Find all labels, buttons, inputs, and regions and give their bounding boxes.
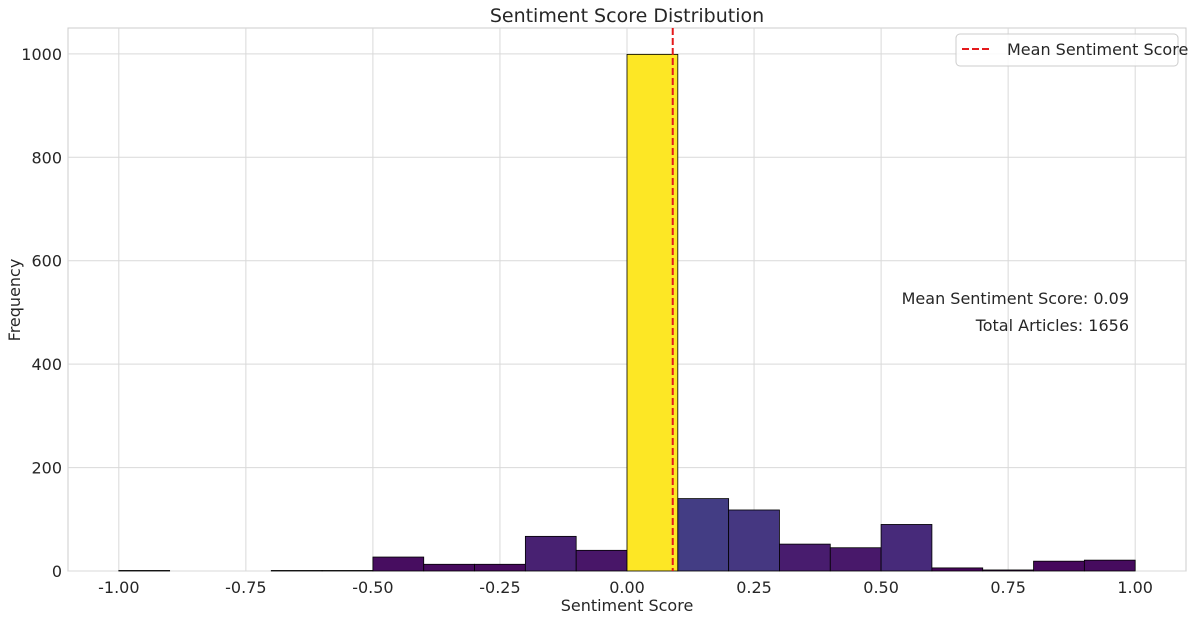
x-tick-label: -0.25 <box>479 578 520 597</box>
histogram-bar <box>372 556 425 572</box>
histogram-bar <box>779 543 831 572</box>
legend-box <box>955 33 1179 67</box>
mean-annotation: Mean Sentiment Score: 0.09 <box>902 289 1129 308</box>
y-tick-label: 800 <box>31 148 62 167</box>
chart-title: Sentiment Score Distribution <box>490 5 764 27</box>
histogram-bar <box>728 509 780 572</box>
x-tick-label: -1.00 <box>98 578 139 597</box>
histogram-bar <box>575 549 628 572</box>
histogram-bar <box>829 547 882 572</box>
histogram-bar <box>118 570 171 572</box>
bars <box>118 53 1136 572</box>
x-tick-label: 0.25 <box>736 578 772 597</box>
y-tick-labels: 0 200 400 600 800 1000 <box>21 45 62 581</box>
y-tick-label: 1000 <box>21 45 62 64</box>
histogram-bar <box>931 567 984 572</box>
total-articles-annotation: Total Articles: 1656 <box>975 316 1129 335</box>
histogram-bar <box>423 563 475 572</box>
histogram-bar <box>1083 559 1136 572</box>
histogram-bar <box>321 570 374 572</box>
histogram-bar <box>1033 560 1085 572</box>
x-tick-label: 1.00 <box>1117 578 1153 597</box>
y-tick-label: 0 <box>52 562 62 581</box>
x-tick-labels: -1.00 -0.75 -0.50 -0.25 0.00 0.25 0.50 0.75 1.00 <box>98 578 1153 597</box>
x-tick-label: -0.50 <box>352 578 393 597</box>
y-tick-label: 200 <box>31 459 62 478</box>
histogram-bar <box>626 53 679 572</box>
histogram-bar <box>474 563 526 572</box>
y-tick-label: 600 <box>31 252 62 271</box>
x-tick-label: -0.75 <box>225 578 266 597</box>
histogram-bar <box>880 524 933 572</box>
histogram-bar <box>524 535 577 572</box>
histogram-bar <box>677 498 730 572</box>
histogram-bar <box>982 569 1034 572</box>
x-axis-label: Sentiment Score <box>561 596 694 615</box>
x-tick-label: 0.50 <box>863 578 899 597</box>
y-axis-label: Frequency <box>5 259 24 342</box>
x-tick-label: 0.00 <box>609 578 645 597</box>
y-tick-label: 400 <box>31 355 62 374</box>
legend-label-mean: Mean Sentiment Score <box>1007 40 1188 59</box>
histogram-bar <box>270 570 323 572</box>
legend: Mean Sentiment Score <box>955 33 1188 67</box>
x-tick-label: 0.75 <box>990 578 1026 597</box>
